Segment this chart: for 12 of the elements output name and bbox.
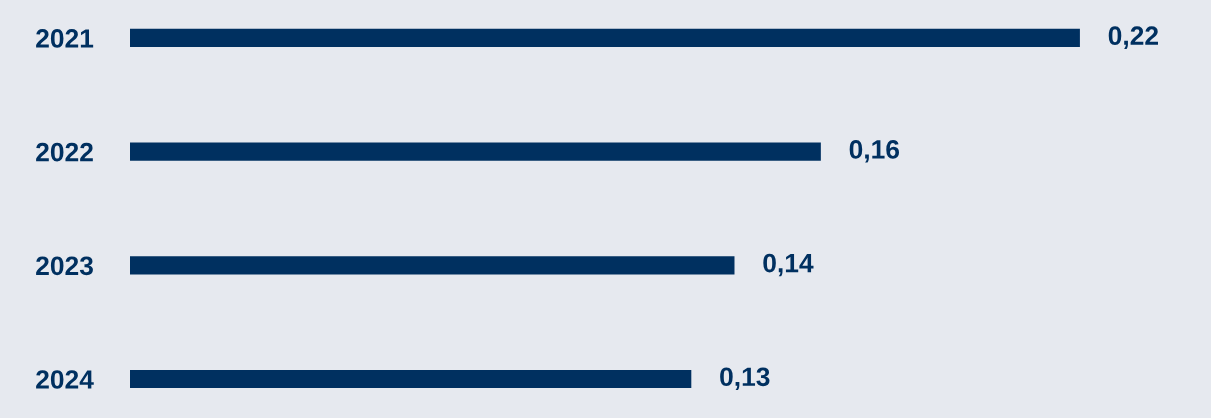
bar <box>130 142 821 161</box>
data-label: 0,16 <box>849 140 900 163</box>
bar <box>130 369 692 389</box>
y-tick-label: 2022 <box>36 142 93 162</box>
bar <box>130 256 735 275</box>
y-tick-label: 2021 <box>36 29 94 48</box>
y-tick-label: 2023 <box>36 256 93 276</box>
data-label: 0,14 <box>763 253 814 277</box>
data-label: 0,22 <box>1108 26 1158 49</box>
data-label: 0,13 <box>720 367 770 390</box>
bar <box>130 28 1080 48</box>
y-tick-label: 2024 <box>36 370 94 389</box>
